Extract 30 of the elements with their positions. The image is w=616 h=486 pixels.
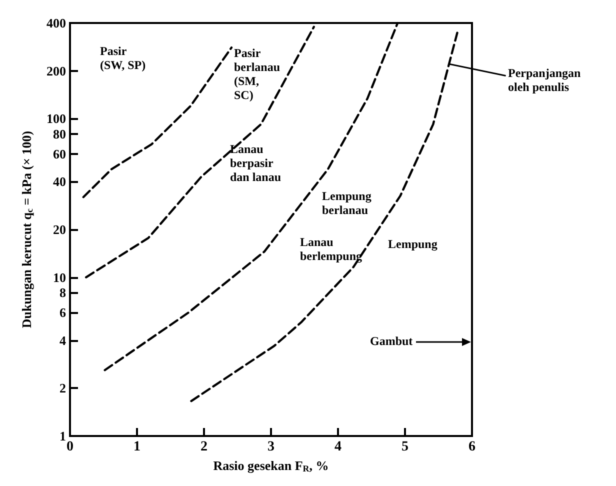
annotation: Pasir (SW, SP) [100,44,146,72]
annotation: Perpanjangan oleh penulis [508,66,581,94]
x-tick-label: 5 [402,440,408,454]
y-tick-label: 2 [60,380,66,396]
x-tick-label: 4 [334,440,342,454]
line-series [190,32,458,402]
annotation: Pasir berlanau (SM, SC) [234,46,280,102]
y-tick-label: 60 [53,146,66,162]
y-tick-label: 8 [60,285,66,300]
annotation: Lanau berlempung [300,235,362,263]
y-tick-label: 100 [46,111,66,126]
y-tick-label: 400 [46,16,66,30]
y-tick-label: 4 [60,332,66,348]
y-tick-label: 1 [60,428,66,444]
y-tick-label: 80 [53,126,66,142]
y-tick-label: 40 [53,174,66,190]
y-tick-label: 6 [60,304,66,320]
y-tick-label: 20 [53,222,66,237]
y-tick-label: 200 [46,63,66,78]
x-tick-label: 1 [134,440,140,454]
x-tick-label: 2 [200,440,208,454]
annotation: Lanau berpasir dan lanau [230,142,282,184]
x-tick-label: 3 [268,440,274,454]
y-tick-label: 10 [53,270,66,285]
annotation: Lempung [388,237,438,251]
annotation: Lempung berlanau [322,189,372,217]
y-axis-title: Dukungan kerucut qc = kPa (× 100) [19,130,34,328]
x-tick-label: 6 [468,440,476,454]
annotation: Gambut [370,334,413,348]
x-tick-label: 0 [66,440,74,454]
